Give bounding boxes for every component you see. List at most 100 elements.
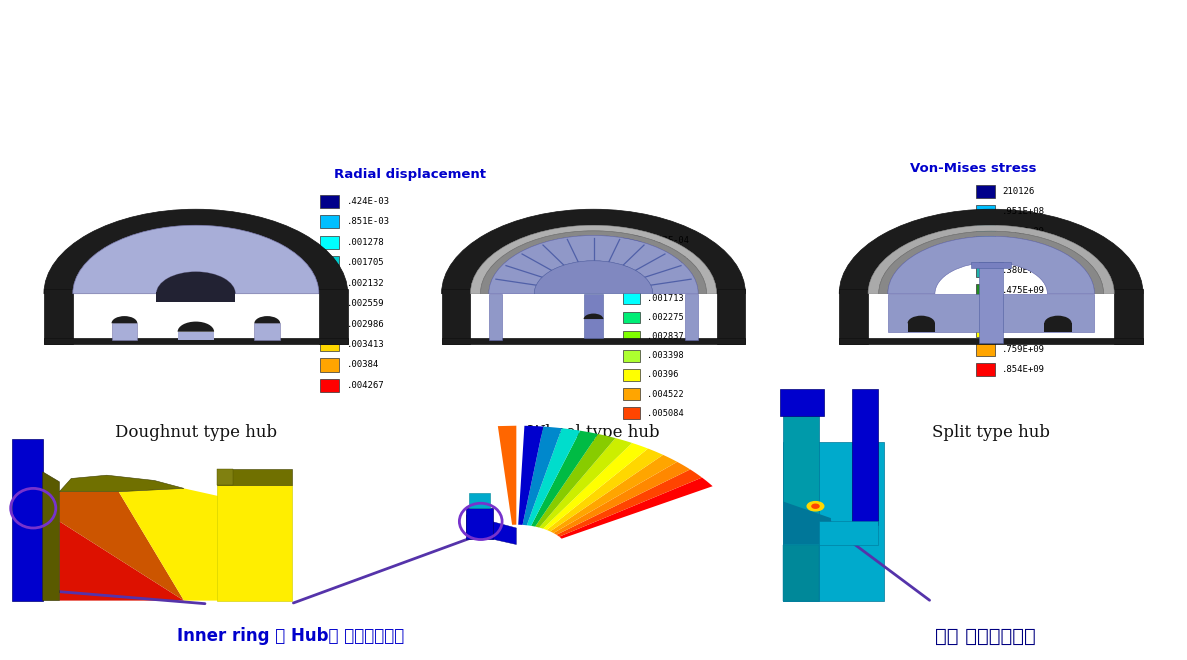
Bar xyxy=(976,323,995,337)
Bar xyxy=(217,469,292,485)
Text: .002559: .002559 xyxy=(347,299,385,308)
Circle shape xyxy=(812,504,819,508)
Polygon shape xyxy=(59,521,184,601)
Bar xyxy=(623,350,640,362)
Polygon shape xyxy=(43,472,59,601)
Bar xyxy=(971,263,1011,269)
Bar xyxy=(623,292,640,304)
Wedge shape xyxy=(44,209,348,294)
Bar xyxy=(44,290,72,345)
Polygon shape xyxy=(497,426,516,525)
Bar xyxy=(623,388,640,400)
Text: .285E+09: .285E+09 xyxy=(1002,246,1045,255)
Polygon shape xyxy=(783,502,831,544)
Bar xyxy=(320,317,339,331)
Text: .001713: .001713 xyxy=(647,294,684,303)
Bar xyxy=(623,312,640,323)
Text: .004522: .004522 xyxy=(647,389,684,399)
Bar xyxy=(1115,290,1143,345)
Bar xyxy=(852,389,878,525)
Wedge shape xyxy=(489,236,698,294)
Text: .190E+09: .190E+09 xyxy=(1002,226,1045,236)
Bar xyxy=(584,294,603,338)
Text: .380E+09: .380E+09 xyxy=(1002,266,1045,275)
Text: .570E+09: .570E+09 xyxy=(1002,306,1045,315)
Bar xyxy=(908,323,935,332)
Polygon shape xyxy=(542,443,648,530)
Text: 응력 집중현상발생: 응력 집중현상발생 xyxy=(935,626,1035,645)
Bar xyxy=(976,224,995,238)
Text: 210126: 210126 xyxy=(1002,187,1034,196)
Bar xyxy=(888,294,1094,332)
Polygon shape xyxy=(59,492,184,601)
Bar xyxy=(976,264,995,277)
Wedge shape xyxy=(178,321,214,332)
Wedge shape xyxy=(1045,315,1072,323)
Wedge shape xyxy=(72,225,319,294)
Text: .004267: .004267 xyxy=(347,381,385,390)
Text: .002132: .002132 xyxy=(347,279,385,288)
Polygon shape xyxy=(119,488,220,601)
Wedge shape xyxy=(442,209,745,294)
Circle shape xyxy=(807,502,824,511)
Bar xyxy=(320,338,339,351)
Bar xyxy=(976,363,995,376)
Wedge shape xyxy=(839,209,1143,294)
Bar xyxy=(157,292,235,302)
Bar xyxy=(217,485,292,601)
Bar xyxy=(623,369,640,381)
Wedge shape xyxy=(868,225,1115,294)
Bar xyxy=(623,407,640,419)
Bar xyxy=(320,277,339,290)
Polygon shape xyxy=(553,462,690,535)
Bar xyxy=(44,338,348,345)
Wedge shape xyxy=(157,272,235,294)
Text: Doughnut type hub: Doughnut type hub xyxy=(115,424,277,441)
Bar xyxy=(976,284,995,297)
Bar xyxy=(623,273,640,285)
Bar xyxy=(976,304,995,317)
Polygon shape xyxy=(539,438,631,529)
Text: .424E-03: .424E-03 xyxy=(347,197,389,206)
Bar xyxy=(1045,323,1072,332)
Wedge shape xyxy=(481,231,706,294)
Polygon shape xyxy=(531,431,598,527)
Polygon shape xyxy=(59,475,184,492)
Text: .002275: .002275 xyxy=(647,313,684,322)
Bar xyxy=(319,290,348,345)
Text: .282E-04: .282E-04 xyxy=(647,236,688,246)
Text: .475E+09: .475E+09 xyxy=(1002,286,1045,295)
Bar xyxy=(442,338,745,345)
Text: .001705: .001705 xyxy=(347,258,385,267)
Text: .851E-03: .851E-03 xyxy=(347,217,389,226)
Bar xyxy=(839,338,1143,345)
Bar xyxy=(466,508,493,539)
Polygon shape xyxy=(535,434,615,527)
Bar xyxy=(12,439,43,601)
Bar xyxy=(623,235,640,247)
Bar xyxy=(320,297,339,310)
Bar xyxy=(442,290,470,345)
Text: .00396: .00396 xyxy=(647,370,679,380)
Wedge shape xyxy=(470,225,717,294)
Text: .951E+08: .951E+08 xyxy=(1002,207,1045,216)
Text: .001278: .001278 xyxy=(347,238,385,247)
Text: .664E+09: .664E+09 xyxy=(1002,325,1045,335)
Bar xyxy=(783,442,884,601)
Wedge shape xyxy=(888,236,1094,294)
Text: Von-Mises stress: Von-Mises stress xyxy=(910,162,1036,175)
Polygon shape xyxy=(559,478,712,539)
Polygon shape xyxy=(466,515,516,544)
Polygon shape xyxy=(522,426,561,525)
Polygon shape xyxy=(557,469,702,537)
Wedge shape xyxy=(534,261,653,294)
Bar xyxy=(623,331,640,343)
Polygon shape xyxy=(519,426,544,525)
Text: Inner ring 과 Hub의 이탈현상발생: Inner ring 과 Hub의 이탈현상발생 xyxy=(177,628,405,645)
Text: .854E+09: .854E+09 xyxy=(1002,365,1045,374)
Text: .002986: .002986 xyxy=(347,319,385,329)
Bar xyxy=(320,215,339,228)
Text: .005084: .005084 xyxy=(647,409,684,418)
Bar xyxy=(979,263,1003,343)
Bar xyxy=(976,343,995,356)
